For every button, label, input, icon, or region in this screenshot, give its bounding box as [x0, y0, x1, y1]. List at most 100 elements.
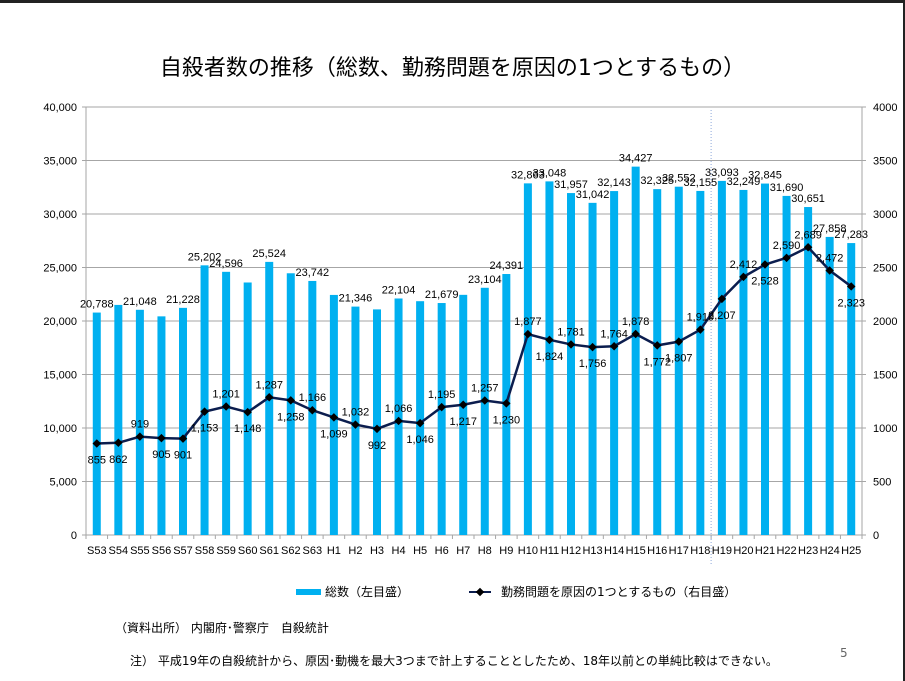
x-axis-tick-label: H16: [647, 545, 667, 557]
line-data-label: 1,258: [277, 411, 305, 423]
bar-data-label: 33,048: [533, 167, 567, 179]
line-data-label: 1,824: [536, 351, 564, 363]
left-axis-tick-label: 15,000: [43, 370, 77, 382]
legend-line-marker-icon: [469, 587, 492, 597]
line-data-label: 862: [109, 454, 127, 466]
window-top-border: [0, 0, 905, 3]
line-data-label: 919: [131, 419, 149, 431]
right-axis-tick-label: 4000: [873, 102, 897, 114]
x-axis-tick-label: H2: [348, 545, 362, 557]
bar-data-label: 27,858: [813, 223, 847, 235]
line-data-label: 1,032: [342, 407, 370, 419]
x-axis-tick-label: S55: [130, 545, 150, 557]
x-axis-tick-label: S59: [216, 545, 236, 557]
bar-total: [437, 303, 446, 535]
line-marker: [437, 402, 446, 412]
line-marker: [523, 329, 533, 339]
bar-data-label: 30,651: [791, 193, 825, 205]
legend-line-label: 勤務問題を原因の1つとするもの（右目盛）: [501, 585, 737, 599]
bar-total: [459, 294, 468, 535]
line-data-label: 2,528: [751, 276, 779, 288]
x-axis-tick-label: S58: [195, 545, 215, 557]
bar-data-label: 33,093: [705, 167, 739, 179]
bar-total: [761, 183, 769, 535]
left-axis-tick-label: 25,000: [43, 263, 77, 275]
line-marker: [135, 432, 145, 441]
bar-data-label: 31,690: [770, 182, 804, 194]
left-axis-tick-label: 35,000: [43, 156, 77, 168]
right-axis-tick-label: 0: [873, 530, 879, 542]
line-data-label: 1,919: [687, 312, 715, 324]
line-marker: [351, 420, 360, 429]
line-data-label: 1,764: [600, 328, 628, 340]
right-axis-tick-label: 3500: [873, 156, 897, 168]
line-data-label: 1,046: [406, 434, 434, 446]
x-axis-tick-label: H14: [604, 545, 624, 557]
bar-total: [782, 195, 791, 536]
line-marker: [588, 342, 597, 352]
line-data-label: 1,066: [385, 403, 413, 415]
line-marker: [114, 438, 123, 448]
bar-total: [135, 309, 144, 535]
legend-bar-label: 総数（左目盛）: [325, 585, 410, 599]
x-axis-tick-label: H3: [370, 545, 384, 557]
x-axis-tick-label: H17: [669, 545, 689, 557]
bar-total: [373, 309, 381, 535]
line-data-label: 1,772: [643, 356, 671, 368]
bar-total: [847, 243, 856, 535]
bar-data-label: 24,596: [209, 258, 243, 270]
left-axis-tick-label: 40,000: [43, 102, 77, 114]
line-data-label: 1,756: [579, 358, 607, 370]
line-data-label: 1,201: [212, 388, 240, 400]
line-marker: [394, 416, 403, 426]
line-marker: [221, 402, 231, 411]
bar-total: [588, 202, 597, 536]
bar-total: [653, 189, 662, 535]
x-axis-tick-label: S60: [238, 545, 258, 557]
bar-data-label: 25,202: [188, 251, 222, 263]
line-marker: [502, 399, 511, 408]
x-axis-tick-label: S62: [281, 545, 301, 557]
bar-total: [696, 190, 705, 535]
line-data-label: 901: [174, 450, 192, 462]
legend-line-item: 勤務問題を原因の1つとするもの（右目盛）: [469, 583, 736, 600]
x-axis-tick-label: S61: [259, 545, 279, 557]
bar-total: [739, 189, 748, 535]
x-axis-tick-label: H6: [435, 545, 449, 557]
window-right-border: [903, 0, 905, 681]
legend-bar-swatch: [296, 588, 321, 595]
bar-total: [631, 166, 640, 535]
line-data-label: 1,217: [449, 416, 477, 428]
line-marker: [372, 424, 382, 434]
bar-total: [523, 183, 532, 535]
bar-data-label: 32,552: [662, 173, 696, 185]
bar-data-label: 22,104: [382, 284, 416, 296]
line-data-label: 2,590: [773, 240, 801, 252]
bar-data-label: 24,391: [490, 260, 524, 272]
line-data-label: 2,207: [708, 310, 736, 322]
x-axis-tick-label: H9: [499, 545, 513, 557]
x-axis-tick-label: H4: [392, 545, 406, 557]
left-axis-tick-label: 20,000: [43, 316, 77, 328]
line-data-label: 2,472: [816, 252, 844, 264]
line-work-related: [96, 245, 852, 445]
x-axis-tick-label: H10: [518, 545, 538, 557]
x-axis-tick-label: H19: [712, 545, 732, 557]
line-data-label: 1,287: [255, 379, 283, 391]
line-marker: [329, 413, 339, 422]
bar-data-label: 32,155: [684, 177, 718, 189]
source-note: （資料出所） 内閣府･警察庁 自殺統計: [115, 621, 329, 635]
bar-total: [545, 181, 554, 535]
x-axis-tick-label: S57: [173, 545, 193, 557]
x-axis-tick-label: S63: [303, 545, 323, 557]
bar-data-label: 21,048: [123, 296, 157, 308]
line-marker: [717, 294, 727, 304]
right-axis-tick-label: 1500: [873, 370, 897, 382]
bar-data-label: 21,228: [166, 294, 200, 306]
bar-total: [200, 265, 209, 535]
bar-total: [717, 180, 726, 535]
x-axis-tick-label: S54: [109, 545, 129, 557]
right-axis-tick-label: 500: [873, 477, 891, 489]
bar-data-label: 25,524: [252, 248, 286, 260]
bar-total: [674, 186, 683, 535]
